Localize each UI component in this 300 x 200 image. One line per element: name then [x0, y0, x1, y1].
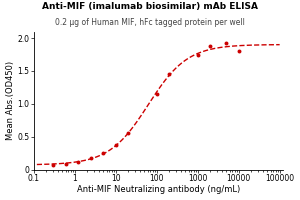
Text: Anti-MIF (imalumab biosimilar) mAb ELISA: Anti-MIF (imalumab biosimilar) mAb ELISA — [42, 2, 258, 11]
Point — [224, 42, 229, 45]
Point — [113, 144, 118, 147]
Point — [88, 157, 93, 160]
Point — [76, 160, 80, 163]
X-axis label: Anti-MIF Neutralizing antibody (ng/mL): Anti-MIF Neutralizing antibody (ng/mL) — [76, 185, 240, 194]
Point — [208, 44, 212, 48]
Point — [154, 92, 159, 96]
Point — [126, 132, 130, 135]
Point — [63, 162, 68, 165]
Text: 0.2 μg of Human MIF, hFc tagged protein per well: 0.2 μg of Human MIF, hFc tagged protein … — [55, 18, 245, 27]
Point — [51, 163, 56, 167]
Point — [195, 53, 200, 56]
Point — [236, 50, 241, 53]
Y-axis label: Mean Abs.(OD450): Mean Abs.(OD450) — [6, 61, 15, 140]
Point — [101, 151, 106, 155]
Point — [167, 73, 171, 76]
